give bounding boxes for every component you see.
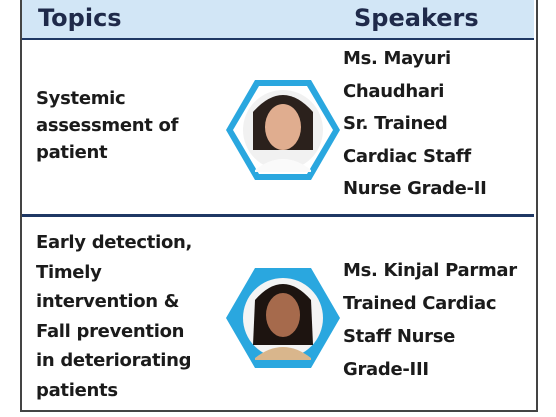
speaker-line: Ms. Mayuri [343, 48, 451, 69]
speaker-line: Trained Cardiac [343, 293, 497, 314]
topic-line: in deteriorating [36, 350, 192, 371]
row-separator [22, 214, 534, 217]
speaker-line: Nurse Grade-II [343, 178, 487, 199]
topic-line: patients [36, 379, 118, 401]
topic-line: Systemic [36, 88, 126, 109]
table-header: Topics Speakers [22, 0, 534, 40]
speaker-photo [226, 268, 340, 368]
speaker-line: Sr. Trained [343, 113, 448, 134]
topic-line: Early detection, [36, 232, 193, 253]
topic-line: intervention & [36, 291, 180, 312]
header-topics: Topics [38, 4, 122, 32]
table-frame [20, 0, 538, 412]
speaker-line: Ms. Kinjal Parmar [343, 260, 517, 281]
speaker-line: Grade-III [343, 359, 429, 380]
topic-line: Timely [36, 261, 102, 283]
speaker-photo [226, 80, 340, 180]
speaker-line: Chaudhari [343, 80, 445, 102]
header-speakers: Speakers [354, 4, 479, 32]
speaker-line: Cardiac Staff [343, 145, 471, 167]
topic-line: patient [36, 142, 108, 163]
topic-line: assessment of [36, 115, 179, 136]
speaker-line: Staff Nurse [343, 326, 456, 347]
topic-line: Fall prevention [36, 320, 185, 342]
